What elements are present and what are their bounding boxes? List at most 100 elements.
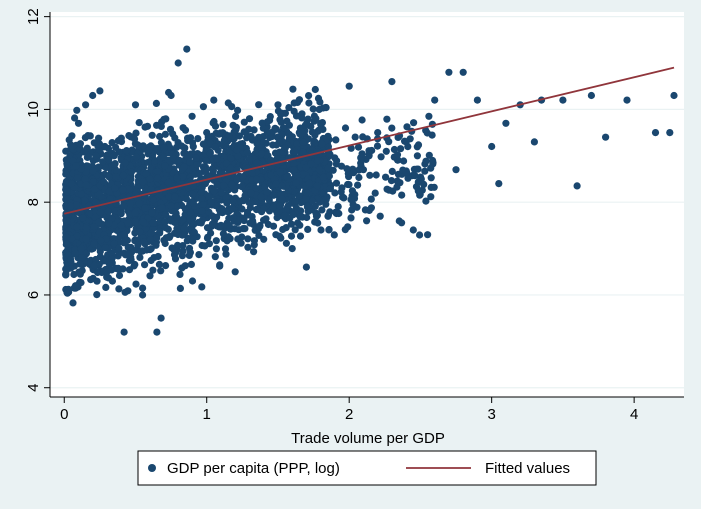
data-point [277, 118, 285, 126]
data-point [382, 173, 390, 181]
data-point [319, 173, 327, 181]
data-point [190, 228, 198, 236]
data-point [305, 92, 313, 100]
data-point [186, 158, 194, 166]
data-point [292, 204, 300, 212]
data-point [422, 197, 430, 205]
data-point [315, 105, 323, 114]
data-point [199, 140, 207, 148]
data-point [127, 133, 135, 141]
data-point [573, 182, 581, 190]
data-point [279, 124, 288, 132]
data-point [176, 270, 184, 278]
data-point [90, 223, 98, 231]
data-point [76, 140, 84, 148]
data-point [277, 110, 285, 118]
data-point [291, 226, 299, 234]
data-point [347, 144, 355, 152]
data-point [147, 229, 155, 237]
data-point [250, 126, 258, 134]
data-point [199, 103, 207, 111]
data-point [272, 180, 280, 188]
data-point [150, 254, 158, 262]
data-point [127, 168, 135, 176]
data-point [223, 199, 231, 207]
y-tick-label: 12 [25, 8, 42, 25]
data-point [121, 288, 129, 296]
data-point [222, 250, 230, 258]
data-point [66, 202, 75, 210]
data-point [341, 226, 349, 234]
data-point [312, 212, 321, 220]
data-point [213, 155, 221, 163]
data-point [271, 124, 279, 132]
data-point [131, 140, 139, 148]
data-point [132, 129, 140, 137]
data-point [82, 181, 90, 189]
data-point [307, 160, 315, 168]
data-point [120, 328, 128, 336]
data-point [224, 99, 232, 107]
data-point [162, 211, 170, 219]
data-point [623, 96, 631, 104]
data-point [281, 144, 289, 152]
data-point [176, 284, 184, 292]
data-point [216, 261, 224, 269]
data-point [402, 138, 410, 146]
data-point [82, 101, 90, 109]
data-point [209, 220, 217, 228]
data-point [229, 197, 237, 205]
data-point [171, 208, 179, 216]
data-point [186, 215, 194, 224]
data-point [135, 200, 143, 208]
data-point [141, 261, 149, 269]
data-point [302, 163, 310, 172]
data-point [234, 106, 242, 114]
data-point [198, 283, 206, 291]
data-point [260, 235, 268, 243]
data-point [304, 225, 312, 233]
data-point [197, 188, 206, 196]
data-point [147, 185, 155, 193]
data-point [358, 116, 366, 124]
data-point [220, 181, 228, 190]
data-point [228, 204, 236, 213]
data-point [141, 204, 149, 212]
data-point [422, 157, 430, 165]
data-point [178, 252, 186, 260]
data-point [211, 143, 219, 151]
data-point [192, 154, 200, 162]
data-point [211, 253, 219, 261]
data-point [146, 272, 154, 280]
data-point [187, 260, 195, 268]
data-point [359, 166, 367, 174]
data-point [488, 142, 496, 151]
data-point [102, 283, 110, 291]
data-point [136, 253, 144, 261]
data-point [201, 242, 209, 250]
data-point [166, 125, 175, 133]
data-point [76, 260, 84, 268]
data-point [243, 148, 251, 156]
data-point [120, 230, 128, 238]
data-point [182, 195, 190, 203]
data-point [153, 168, 161, 176]
data-point [409, 226, 417, 234]
data-point [255, 133, 263, 141]
data-point [167, 91, 175, 100]
data-point [206, 149, 214, 157]
data-point [502, 119, 510, 127]
data-point [248, 169, 256, 178]
data-point [100, 178, 108, 186]
data-point [142, 246, 150, 254]
data-point [174, 157, 182, 165]
data-point [194, 135, 202, 143]
data-point [121, 159, 129, 167]
data-point [128, 148, 136, 156]
data-point [373, 142, 382, 150]
data-point [72, 282, 80, 290]
data-point [73, 174, 82, 182]
data-point [99, 158, 107, 166]
data-point [188, 277, 197, 285]
data-point [276, 202, 284, 210]
